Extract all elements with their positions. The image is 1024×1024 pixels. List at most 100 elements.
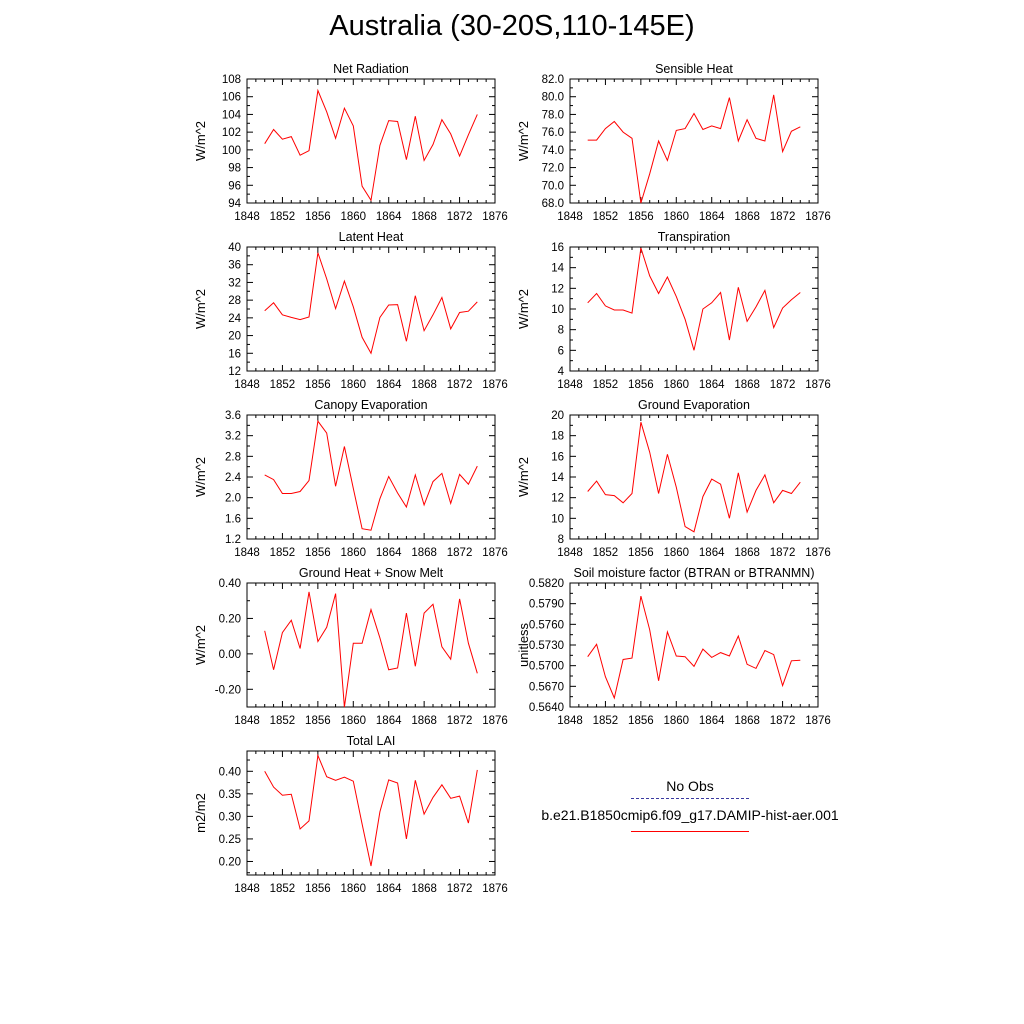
y-axis-label: W/m^2	[516, 289, 531, 329]
y-tick-label: 0.35	[219, 789, 241, 801]
x-tick-label: 1868	[411, 715, 437, 727]
y-axis-label: W/m^2	[516, 121, 531, 161]
plot-frame	[246, 78, 496, 204]
y-axis-label: W/m^2	[193, 289, 208, 329]
y-tick-label: 74.0	[542, 145, 564, 157]
y-tick-label: 16	[228, 348, 241, 360]
panel-title: Transpiration	[658, 230, 731, 244]
y-tick-label: 40	[228, 242, 241, 254]
x-tick-label: 1864	[376, 211, 402, 223]
chart-panel-0: Net Radiation W/m^2 1848 1852 1856 1860 1864 18…	[193, 62, 508, 223]
x-tick-label: 1852	[270, 211, 296, 223]
x-tick-label: 1864	[376, 883, 402, 895]
y-tick-label: 3.6	[225, 410, 241, 422]
y-tick-label: 10	[551, 513, 564, 525]
series-line	[264, 591, 478, 708]
x-tick-label: 1872	[770, 379, 796, 391]
x-tick-label: 1876	[805, 547, 831, 559]
legend-obs-line	[631, 798, 749, 799]
y-tick-label: 6	[558, 345, 564, 357]
y-tick-label: 82.0	[542, 74, 564, 86]
x-tick-label: 1868	[734, 379, 760, 391]
y-tick-label: 12	[551, 283, 564, 295]
x-tick-label: 1852	[593, 715, 619, 727]
y-tick-label: 106	[222, 92, 241, 104]
y-tick-label: 14	[551, 472, 564, 484]
y-tick-label: 0.20	[219, 856, 241, 868]
x-tick-label: 1852	[270, 715, 296, 727]
plot-frame	[569, 246, 819, 372]
x-tick-label: 1848	[234, 211, 260, 223]
series-line	[587, 595, 801, 700]
y-tick-label: 104	[222, 109, 242, 121]
x-tick-label: 1876	[805, 715, 831, 727]
y-tick-label: 94	[228, 198, 241, 210]
series-line	[264, 88, 478, 202]
y-tick-label: 0.25	[219, 834, 241, 846]
x-tick-label: 1860	[663, 379, 689, 391]
legend-model-line	[631, 831, 749, 832]
y-tick-label: 20	[228, 331, 241, 343]
x-tick-label: 1856	[628, 379, 654, 391]
panel-title: Latent Heat	[339, 230, 404, 244]
x-tick-label: 1864	[376, 715, 402, 727]
x-tick-label: 1856	[628, 547, 654, 559]
y-tick-label: 80.0	[542, 92, 564, 104]
x-tick-label: 1852	[593, 547, 619, 559]
plot-frame	[246, 414, 496, 540]
x-tick-label: 1876	[482, 883, 508, 895]
y-tick-label: 102	[222, 127, 241, 139]
page-title: Australia (30-20S,110-145E)	[329, 10, 695, 42]
x-tick-label: 1864	[699, 547, 725, 559]
y-tick-label: 8	[558, 325, 564, 337]
y-tick-label: 100	[222, 145, 241, 157]
y-tick-label: 3.2	[225, 431, 241, 443]
x-tick-label: 1852	[270, 547, 296, 559]
y-tick-label: 12	[551, 493, 564, 505]
x-tick-label: 1872	[447, 211, 473, 223]
panel-title: Sensible Heat	[655, 62, 733, 76]
x-tick-label: 1848	[234, 715, 260, 727]
legend-obs-label: No Obs	[666, 778, 714, 794]
chart-panel-7: Soil moisture factor (BTRAN or BTRANMN) u…	[516, 566, 831, 727]
x-tick-label: 1872	[447, 715, 473, 727]
y-tick-label: 0.5670	[529, 681, 564, 693]
y-tick-label: 18	[551, 431, 564, 443]
legend: No Obs b.e21.B1850cmip6.f09_g17.DAMIP-hi…	[520, 778, 860, 832]
y-tick-label: 8	[558, 534, 564, 546]
x-tick-label: 1876	[805, 379, 831, 391]
y-tick-label: 0.5790	[529, 599, 564, 611]
y-tick-label: 14	[551, 263, 564, 275]
x-tick-label: 1852	[270, 883, 296, 895]
series-line	[264, 252, 478, 355]
y-tick-label: 24	[228, 313, 241, 325]
x-tick-label: 1868	[411, 547, 437, 559]
series-line	[587, 247, 801, 351]
plot-frame	[246, 750, 496, 876]
x-tick-label: 1864	[699, 379, 725, 391]
y-tick-label: 1.6	[225, 513, 241, 525]
x-tick-label: 1860	[340, 547, 366, 559]
y-tick-label: 0.5640	[529, 702, 564, 714]
y-tick-label: 0.40	[219, 578, 241, 590]
x-tick-label: 1868	[411, 211, 437, 223]
y-axis-label: unitless	[516, 622, 531, 667]
x-tick-label: 1856	[305, 547, 331, 559]
x-tick-label: 1860	[663, 715, 689, 727]
series-line	[587, 422, 801, 533]
x-tick-label: 1860	[663, 547, 689, 559]
chart-panel-8: Total LAI m2/m2 1848 1852 1856 1860 1864 1868 18…	[193, 734, 508, 895]
x-tick-label: 1868	[411, 883, 437, 895]
y-tick-label: 0.5730	[529, 640, 564, 652]
y-tick-label: 0.30	[219, 811, 241, 823]
y-axis-label: W/m^2	[516, 457, 531, 497]
x-tick-label: 1856	[305, 883, 331, 895]
chart-panel-4: Canopy Evaporation W/m^2 1848 1852 1856 1860 1…	[193, 398, 508, 559]
y-tick-label: 70.0	[542, 180, 564, 192]
x-tick-label: 1864	[376, 379, 402, 391]
x-tick-label: 1848	[234, 547, 260, 559]
plot-frame	[569, 582, 819, 708]
x-tick-label: 1864	[699, 715, 725, 727]
x-tick-label: 1872	[447, 883, 473, 895]
x-tick-label: 1848	[557, 379, 583, 391]
